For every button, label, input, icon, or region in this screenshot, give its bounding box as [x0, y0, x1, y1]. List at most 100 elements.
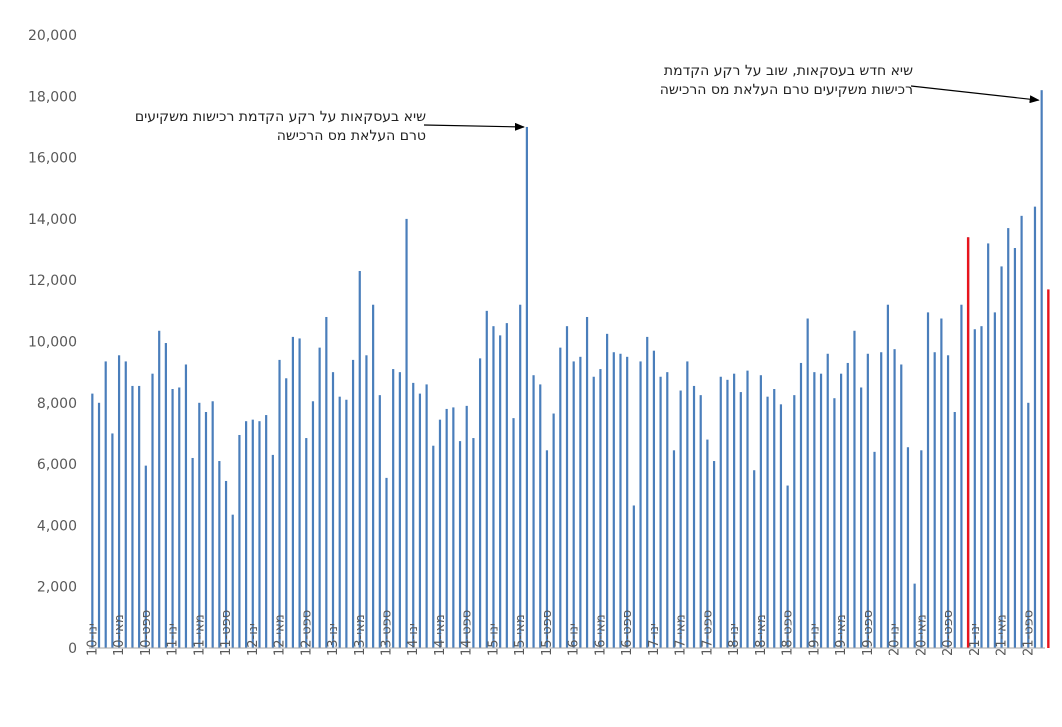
y-tick-label: 12,000 [28, 273, 77, 289]
highlight-bars [966, 237, 1050, 649]
bar [372, 304, 375, 648]
bar [585, 316, 589, 648]
bar [686, 361, 689, 648]
bar [599, 369, 602, 648]
bar [793, 395, 796, 648]
bar [505, 323, 508, 648]
bar [552, 413, 555, 648]
bar [906, 447, 910, 648]
bar [271, 454, 274, 648]
bar [258, 421, 261, 648]
bar [458, 441, 462, 648]
x-tick-label: מאי-16 [593, 614, 608, 656]
bar [860, 387, 863, 648]
bar [900, 364, 903, 648]
bar [652, 350, 656, 648]
bar [886, 304, 889, 648]
bar [144, 465, 147, 648]
bar [565, 326, 569, 648]
bar [759, 375, 762, 648]
bar [1013, 248, 1017, 648]
bar [238, 434, 241, 648]
bar [719, 376, 722, 648]
x-tick-label: מאי-18 [754, 614, 769, 656]
bar [819, 373, 823, 648]
x-tick-label: ספט-10 [139, 610, 154, 656]
y-tick-label: 14,000 [28, 212, 77, 228]
bar [639, 361, 642, 648]
bar [418, 393, 422, 648]
bar [171, 389, 174, 648]
bar [833, 398, 836, 648]
x-tick-label: ינו-21 [968, 623, 983, 656]
y-tick-label: 16,000 [28, 151, 77, 167]
bar [559, 347, 562, 648]
bar [746, 370, 749, 648]
x-tick-label: מאי-21 [995, 614, 1010, 656]
bar [338, 396, 341, 648]
bar [1007, 228, 1010, 648]
annotation-text: טרם העלאת מס הרכישה [277, 128, 426, 144]
x-tick-label: ינו-19 [807, 623, 822, 656]
annotation-text: שיא חדש בעסקאות, שוב על רקע הקדמת [664, 63, 913, 79]
bar [519, 304, 522, 648]
bar [211, 401, 214, 648]
bar [325, 316, 328, 648]
bar [365, 355, 368, 648]
y-axis: 0 2,000 4,000 6,000 8,000 10,000 12,000 14,000 1… [28, 28, 77, 657]
bar [412, 382, 415, 648]
x-tick-label: מאי-17 [674, 614, 689, 656]
x-tick-label: ינו-15 [487, 623, 502, 656]
bar [826, 353, 829, 648]
bar [679, 390, 682, 648]
x-tick-label: ינו-18 [727, 623, 742, 656]
bar [138, 385, 141, 648]
bar [913, 583, 916, 648]
bar [525, 126, 528, 648]
annotation-arrow [910, 85, 1040, 104]
annotation-arrow [423, 122, 525, 131]
x-tick-label: מאי-20 [914, 614, 929, 656]
bar [926, 312, 930, 648]
bar [1027, 402, 1030, 648]
bar [298, 338, 301, 648]
y-tick-label: 0 [68, 641, 77, 657]
bar [646, 336, 649, 648]
annotation-text: רכישות משקיעים טרם העלאת מס הרכישה [660, 82, 913, 98]
bar [699, 395, 702, 648]
bar [131, 385, 134, 648]
bar [438, 419, 442, 648]
y-tick-label: 20,000 [28, 28, 77, 44]
bar [626, 356, 629, 648]
bar [432, 445, 435, 648]
x-tick-label: ספט-20 [941, 610, 956, 656]
bar [840, 373, 843, 648]
bar [866, 353, 869, 648]
bar [726, 379, 729, 648]
x-tick-label: ספט-18 [781, 610, 796, 656]
bar [91, 393, 94, 648]
bar [405, 218, 408, 648]
bar [953, 412, 956, 648]
bar [853, 330, 856, 648]
bar [893, 349, 896, 648]
annotation: שיא חדש בעסקאות, שוב על רקע הקדמת רכישות … [660, 63, 1040, 104]
bar [318, 347, 321, 648]
bar [117, 355, 121, 648]
bar [1000, 266, 1003, 648]
bar [385, 477, 388, 648]
bars [91, 90, 1043, 649]
bar [813, 372, 816, 648]
bar [920, 450, 923, 648]
bar [987, 243, 990, 649]
x-tick-label: ינו-13 [326, 623, 341, 656]
bar [425, 384, 428, 648]
y-tick-label: 8,000 [37, 396, 77, 412]
bar [351, 359, 355, 648]
bar [806, 318, 809, 648]
bar [973, 329, 976, 648]
bar [612, 352, 615, 648]
bar [158, 330, 161, 648]
x-tick-label: ספט-11 [219, 610, 234, 656]
bar [204, 412, 208, 648]
